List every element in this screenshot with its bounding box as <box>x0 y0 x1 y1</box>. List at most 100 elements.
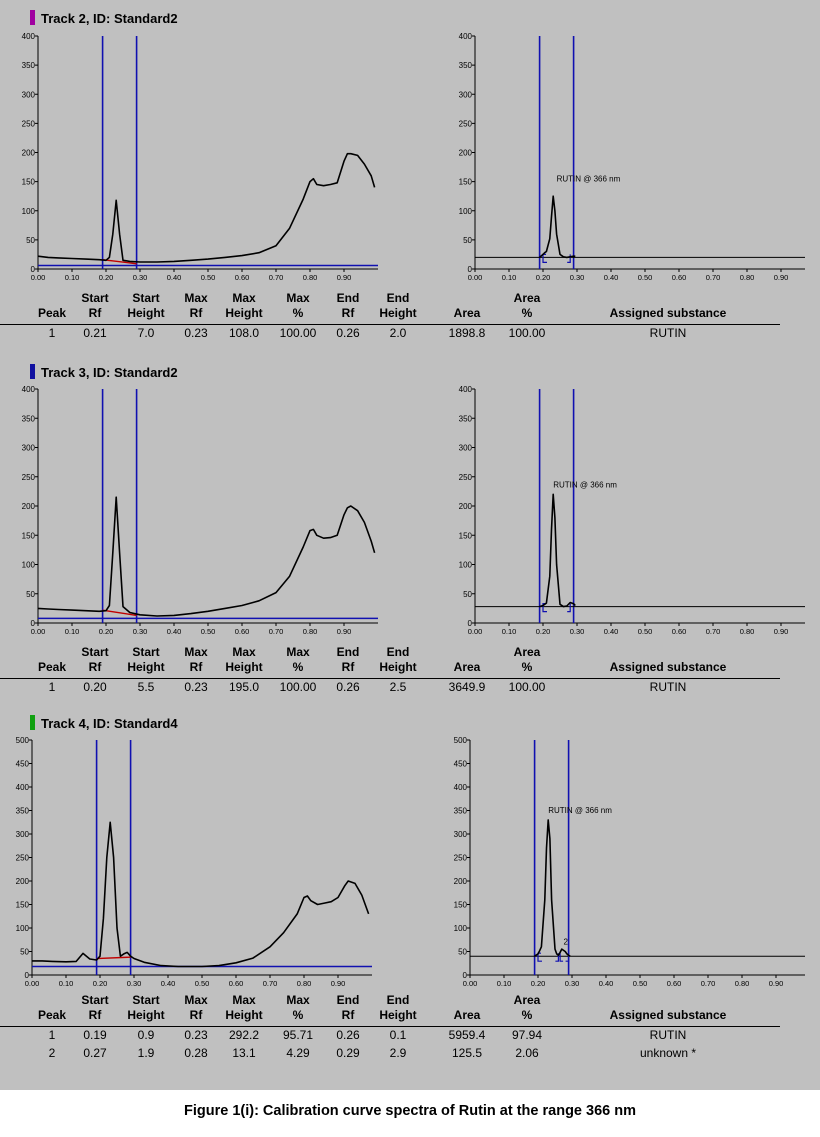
cell-peak: 1 <box>48 326 56 340</box>
header-peak-line2: Peak <box>37 306 67 320</box>
peak-label: RUTIN @ 366 nm <box>557 175 621 184</box>
y-tick-label: 250 <box>22 119 36 128</box>
densitogram-curve <box>539 493 576 608</box>
x-tick-label: 0.60 <box>229 979 244 988</box>
header-end-height-line1: End <box>386 291 410 305</box>
track-title: Track 2, ID: Standard2 <box>30 10 178 26</box>
x-tick-label: 0.80 <box>740 273 755 282</box>
x-tick-label: 0.60 <box>235 273 250 282</box>
peak-label: RUTIN @ 366 nm <box>548 806 612 815</box>
x-tick-label: 0.10 <box>497 979 512 988</box>
cell-max-rf: 0.23 <box>184 1028 208 1042</box>
y-tick-label: 150 <box>459 178 473 187</box>
cell-max-pct: 4.29 <box>286 1046 310 1060</box>
x-tick-label: 0.30 <box>570 627 585 636</box>
cell-end-height: 2.5 <box>389 680 407 694</box>
x-tick-label: 0.10 <box>502 273 517 282</box>
integration-bracket-start <box>542 253 547 263</box>
y-tick-label: 250 <box>459 473 473 482</box>
header-max-height-line2: Height <box>225 306 263 320</box>
header-max-pct-line2: % <box>292 660 304 674</box>
y-tick-label: 150 <box>22 531 36 540</box>
y-tick-label: 300 <box>459 90 473 99</box>
x-tick-label: 0.50 <box>201 273 216 282</box>
integration-bracket-end <box>567 254 571 263</box>
x-tick-label: 0.60 <box>235 627 250 636</box>
header-max-pct-line2: % <box>292 1008 304 1022</box>
y-tick-label: 200 <box>16 877 30 886</box>
x-tick-label: 0.70 <box>269 627 284 636</box>
cell-start-height: 7.0 <box>137 326 155 340</box>
y-tick-label: 50 <box>463 590 472 599</box>
header-start-rf-line2: Rf <box>88 660 102 674</box>
header-max-pct-line1: Max <box>286 645 310 659</box>
header-end-height-line2: Height <box>379 660 417 674</box>
header-max-pct-line1: Max <box>286 291 310 305</box>
y-tick-label: 400 <box>22 385 36 394</box>
x-tick-label: 0.50 <box>633 979 648 988</box>
x-tick-label: 0.50 <box>195 979 210 988</box>
x-tick-label: 0.00 <box>463 979 478 988</box>
track-title-text: Track 2, ID: Standard2 <box>41 11 178 26</box>
y-tick-label: 200 <box>454 877 468 886</box>
y-tick-label: 350 <box>454 807 468 816</box>
x-tick-label: 0.00 <box>468 273 483 282</box>
right-plot-2: 0 50 100 150 200 250 300 350 400 450 500 0.00 0.10 0.… <box>454 736 805 988</box>
integration-bracket-end <box>567 603 571 613</box>
x-tick-label: 0.00 <box>25 979 40 988</box>
cell-start-rf: 0.19 <box>83 1028 107 1042</box>
y-tick-label: 50 <box>463 236 472 245</box>
header-area-pct-line1: Area <box>513 291 541 305</box>
cell-max-pct: 95.71 <box>282 1028 314 1042</box>
left-plot-0: 0 50 100 150 200 250 300 350 400 0.00 0.10 0.20 0.30… <box>22 32 378 282</box>
y-tick-label: 300 <box>16 830 30 839</box>
header-max-height-line1: Max <box>232 993 256 1007</box>
header-end-rf-line2: Rf <box>341 1008 355 1022</box>
track-3-plots: 0 50 100 150 200 250 300 350 400 0.00 0.10 0.20 0.30… <box>22 385 805 636</box>
cell-max-height: 13.1 <box>232 1046 256 1060</box>
x-tick-label: 0.70 <box>706 627 721 636</box>
header-substance-line2: Assigned substance <box>609 1008 727 1022</box>
cell-end-rf: 0.26 <box>336 680 360 694</box>
densitogram-curve <box>534 819 571 957</box>
y-tick-label: 50 <box>26 236 35 245</box>
x-tick-label: 0.90 <box>337 273 352 282</box>
cell-max-pct: 100.00 <box>279 680 317 694</box>
header-start-height-line1: Start <box>132 645 160 659</box>
track-2-plots: 0 50 100 150 200 250 300 350 400 0.00 0.10 0.20 0.30… <box>22 32 805 282</box>
y-tick-label: 150 <box>16 901 30 910</box>
y-tick-label: 500 <box>454 736 468 745</box>
y-tick-label: 300 <box>459 444 473 453</box>
header-area-line2: Area <box>453 306 481 320</box>
cell-max-pct: 100.00 <box>279 326 317 340</box>
x-tick-label: 0.80 <box>735 979 750 988</box>
header-max-height-line1: Max <box>232 645 256 659</box>
y-tick-label: 0 <box>25 971 30 980</box>
x-tick-label: 0.40 <box>167 273 182 282</box>
header-start-height-line1: Start <box>132 993 160 1007</box>
cell-max-height: 195.0 <box>228 680 260 694</box>
cell-substance: RUTIN <box>649 680 687 694</box>
track-title-text: Track 3, ID: Standard2 <box>41 365 178 380</box>
y-tick-label: 100 <box>454 924 468 933</box>
integration-bracket-2-start <box>559 953 564 962</box>
y-tick-label: 300 <box>22 90 36 99</box>
x-tick-label: 0.50 <box>638 273 653 282</box>
header-start-height-line2: Height <box>127 1008 165 1022</box>
x-tick-label: 0.70 <box>263 979 278 988</box>
y-tick-label: 50 <box>20 948 29 957</box>
header-max-pct-line2: % <box>292 306 304 320</box>
track-color-swatch <box>30 715 35 730</box>
header-end-height-line2: Height <box>379 1008 417 1022</box>
x-tick-label: 0.80 <box>303 627 318 636</box>
header-start-rf-line1: Start <box>81 645 109 659</box>
x-tick-label: 0.20 <box>99 627 114 636</box>
y-tick-label: 150 <box>459 531 473 540</box>
y-tick-label: 50 <box>458 948 467 957</box>
y-tick-label: 300 <box>454 830 468 839</box>
cell-end-height: 2.9 <box>389 1046 407 1060</box>
cell-start-height: 0.9 <box>137 1028 155 1042</box>
cell-substance: unknown * <box>639 1046 697 1060</box>
peak-label: RUTIN @ 366 nm <box>553 480 617 489</box>
